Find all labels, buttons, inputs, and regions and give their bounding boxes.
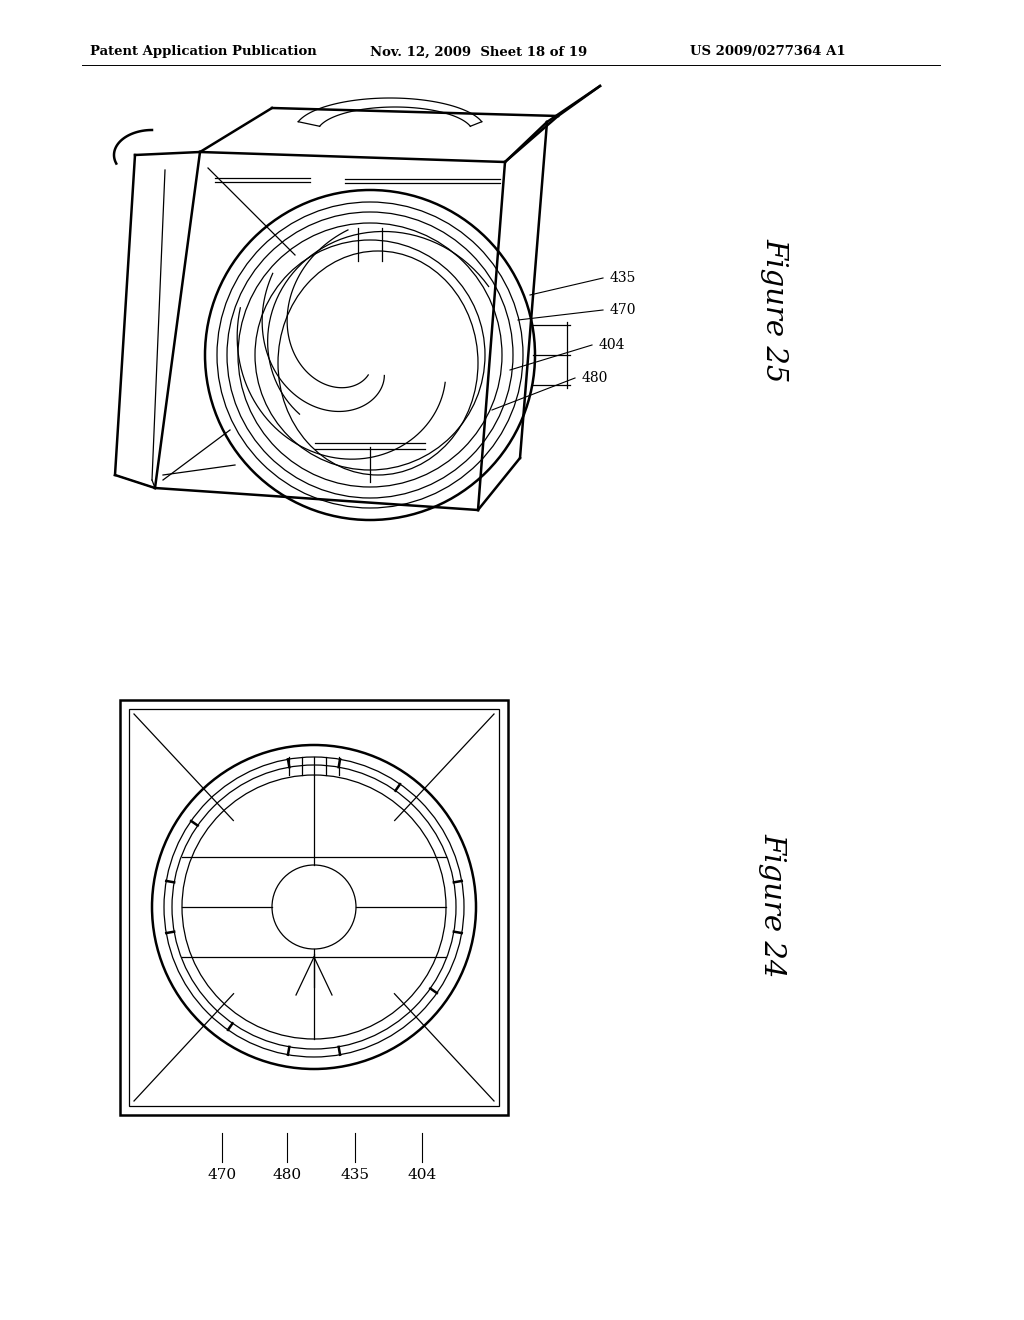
Text: US 2009/0277364 A1: US 2009/0277364 A1 bbox=[690, 45, 846, 58]
Text: Figure 24: Figure 24 bbox=[758, 833, 786, 977]
Text: 404: 404 bbox=[408, 1168, 436, 1181]
Bar bbox=[120, 700, 508, 1115]
Text: 435: 435 bbox=[341, 1168, 370, 1181]
Text: 470: 470 bbox=[208, 1168, 237, 1181]
Text: 470: 470 bbox=[610, 304, 637, 317]
Text: Nov. 12, 2009  Sheet 18 of 19: Nov. 12, 2009 Sheet 18 of 19 bbox=[370, 45, 587, 58]
Text: Patent Application Publication: Patent Application Publication bbox=[90, 45, 316, 58]
Text: Figure 25: Figure 25 bbox=[760, 238, 788, 383]
Text: 480: 480 bbox=[582, 371, 608, 385]
Text: 480: 480 bbox=[272, 1168, 301, 1181]
Bar bbox=[129, 709, 499, 1106]
Text: 435: 435 bbox=[610, 271, 636, 285]
Text: 404: 404 bbox=[599, 338, 626, 352]
